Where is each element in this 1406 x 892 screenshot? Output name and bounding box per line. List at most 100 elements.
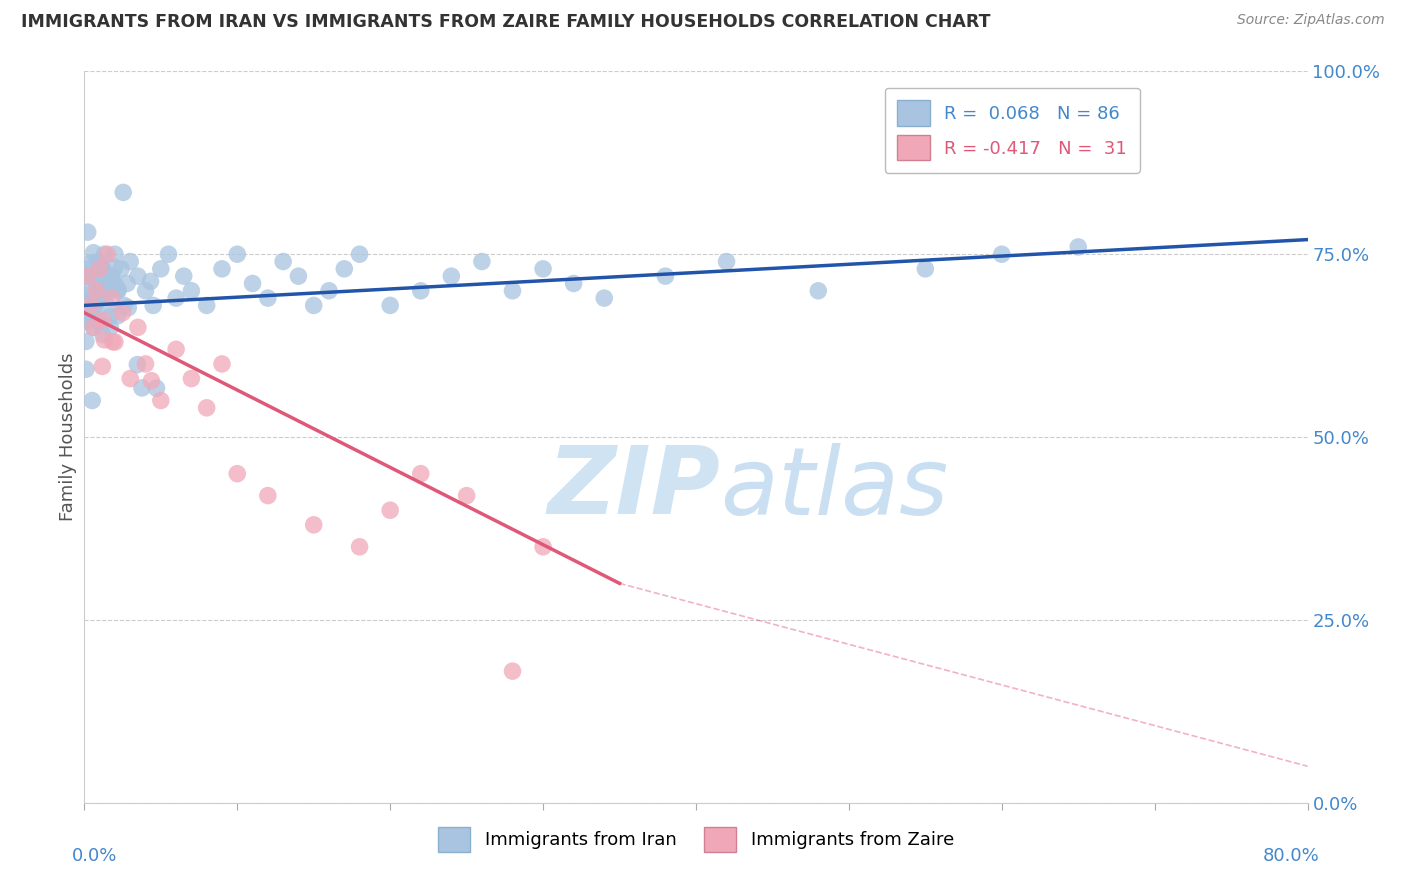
Point — [80, 307, 103, 321]
Point — [440, 269, 463, 284]
Text: 0.0%: 0.0% — [72, 847, 118, 864]
Point — [93, 247, 115, 261]
Point — [75, 288, 97, 302]
Point — [257, 489, 280, 503]
Point — [75, 294, 97, 309]
Point — [91, 327, 114, 342]
Point — [165, 291, 187, 305]
Point — [94, 269, 117, 284]
Point — [149, 261, 172, 276]
Point — [101, 269, 124, 284]
Point — [87, 254, 110, 268]
Point — [287, 269, 309, 284]
Point — [127, 320, 149, 334]
Point — [90, 291, 112, 305]
Text: 80.0%: 80.0% — [1263, 847, 1320, 864]
Point — [318, 284, 340, 298]
Point — [120, 254, 142, 268]
Point — [141, 374, 163, 388]
Point — [82, 245, 104, 260]
Point — [104, 277, 127, 292]
Point — [96, 298, 118, 312]
Point — [211, 357, 233, 371]
Point — [349, 540, 371, 554]
Point — [86, 284, 108, 298]
Point — [86, 277, 108, 291]
Point — [257, 291, 280, 305]
Point — [531, 540, 554, 554]
Point — [76, 269, 98, 284]
Point — [991, 247, 1014, 261]
Point — [502, 664, 524, 678]
Point — [104, 334, 127, 349]
Point — [195, 401, 218, 415]
Point — [195, 298, 218, 312]
Point — [127, 358, 149, 372]
Point — [142, 298, 165, 312]
Point — [111, 306, 134, 320]
Point — [654, 269, 676, 284]
Text: atlas: atlas — [720, 442, 949, 533]
Point — [101, 274, 124, 288]
Point — [91, 313, 114, 327]
Point — [562, 277, 585, 291]
Point — [302, 298, 325, 312]
Point — [90, 260, 112, 275]
Point — [135, 284, 157, 298]
Point — [101, 291, 124, 305]
Point — [271, 254, 294, 268]
Point — [77, 313, 100, 327]
Point — [104, 260, 127, 275]
Point — [89, 315, 111, 329]
Point — [145, 381, 167, 395]
Point — [173, 269, 195, 284]
Point — [79, 298, 101, 312]
Point — [180, 371, 202, 385]
Point — [82, 299, 104, 313]
Point — [716, 254, 738, 268]
Point — [80, 269, 103, 284]
Point — [76, 269, 98, 284]
Text: Source: ZipAtlas.com: Source: ZipAtlas.com — [1237, 13, 1385, 28]
Point — [120, 371, 142, 385]
Point — [226, 467, 249, 481]
Point — [87, 289, 110, 303]
Point — [531, 261, 554, 276]
Point — [157, 247, 180, 261]
Point — [139, 274, 162, 288]
Point — [112, 186, 135, 200]
Point — [1067, 240, 1090, 254]
Point — [101, 334, 124, 349]
Point — [96, 247, 118, 261]
Point — [107, 309, 129, 323]
Point — [349, 247, 371, 261]
Point — [76, 225, 98, 239]
Text: ZIP: ZIP — [547, 442, 720, 534]
Point — [77, 284, 100, 298]
Point — [89, 313, 111, 327]
Point — [98, 320, 121, 334]
Point — [97, 284, 120, 298]
Point — [149, 393, 172, 408]
Text: IMMIGRANTS FROM IRAN VS IMMIGRANTS FROM ZAIRE FAMILY HOUSEHOLDS CORRELATION CHAR: IMMIGRANTS FROM IRAN VS IMMIGRANTS FROM … — [21, 13, 991, 31]
Point — [112, 298, 135, 312]
Point — [107, 282, 129, 296]
Point — [380, 503, 402, 517]
Point — [93, 333, 115, 347]
Point — [84, 298, 107, 312]
Point — [456, 489, 478, 503]
Point — [409, 467, 432, 481]
Point — [471, 254, 494, 268]
Point — [211, 261, 233, 276]
Point — [117, 301, 139, 315]
Point — [77, 261, 100, 276]
Point — [409, 284, 432, 298]
Point — [914, 261, 936, 276]
Point — [380, 298, 402, 312]
Point — [75, 362, 97, 376]
Point — [135, 357, 157, 371]
Point — [593, 291, 616, 305]
Point — [83, 320, 105, 334]
Point — [91, 261, 114, 276]
Point — [76, 312, 98, 326]
